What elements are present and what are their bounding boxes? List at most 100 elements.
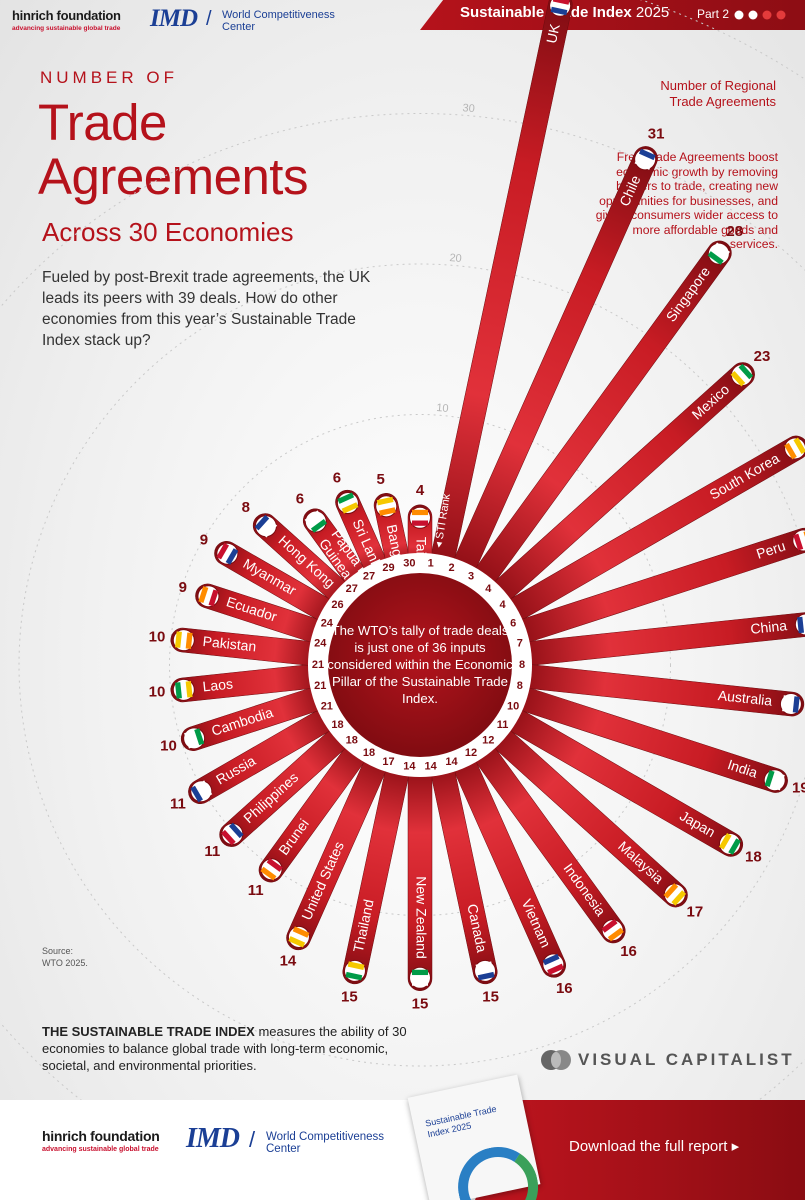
value-label-sri-lanka: 6 (333, 469, 341, 486)
value-label-ecuador: 9 (179, 579, 187, 596)
flag-singapore-icon (707, 242, 731, 265)
value-label-malaysia: 17 (687, 903, 704, 920)
title-line1: Trade (38, 94, 167, 151)
flag-bangladesh-icon (375, 495, 398, 518)
report-title-year: 2025 (635, 4, 670, 21)
flag-vietnam-icon (542, 953, 565, 976)
flag-malaysia-icon (663, 883, 687, 906)
bar-group-laos: 10 Laos (149, 664, 321, 703)
imd-text: World Competitiveness Center (222, 9, 335, 33)
value-label-cambodia: 10 (160, 738, 177, 755)
sti-rank-south-korea: 4 (499, 599, 506, 611)
sti-rank-vietnam: 12 (465, 747, 477, 759)
center-circle (328, 573, 512, 757)
thumb-title: Sustainable Trade Index 2025 (424, 1104, 500, 1141)
imd-line2: Center (222, 20, 256, 33)
value-label-singapore: 28 (726, 223, 743, 240)
source-value: WTO 2025. (42, 958, 88, 968)
visual-capitalist-logo: VISUAL CAPITALIST (578, 1050, 795, 1069)
country-label-laos: Laos (202, 675, 234, 694)
sti-rank-taiwan: 30 (403, 557, 415, 569)
sti-rank-china: 7 (517, 638, 523, 650)
flag-pakistan-icon (172, 629, 195, 652)
sti-rank-ecuador: 24 (314, 638, 327, 650)
flag-hong-kong-icon (254, 514, 278, 538)
flag-canada-icon (474, 959, 497, 982)
imd-slash: / (206, 8, 212, 30)
value-label-philippines: 11 (204, 843, 220, 860)
value-label-thailand: 15 (341, 988, 358, 1005)
sti-rank-papua-new-guinea: 27 (346, 583, 358, 595)
flag-japan-icon (718, 832, 741, 855)
sti-rank-chile: 2 (448, 562, 454, 574)
value-label-india: 19 (792, 780, 805, 797)
country-label-china: China (750, 617, 788, 637)
hinrich-tagline: advancing sustainable global trade (12, 25, 121, 32)
bar-group-new-zealand: 15 New Zealand (407, 764, 433, 1013)
bars-layer: 39UK31Chile28Singapore23Mexico23South Ko… (149, 0, 805, 1013)
flag-papua-new-guinea-icon (304, 510, 327, 533)
flag-new-zealand-icon (409, 966, 431, 989)
sti-rank-bangladesh: 29 (382, 562, 394, 574)
value-label-indonesia: 16 (620, 943, 637, 960)
country-label-uk: UK (543, 22, 563, 45)
flag-india-icon (763, 769, 786, 792)
download-report-link[interactable]: Download the full report ▸ (569, 1137, 739, 1155)
title-subtitle: Across 30 Economies (42, 217, 294, 247)
rta-axis-label: Number of Regional Trade Agreements (660, 78, 776, 109)
sti-rank-hong-kong: 26 (331, 599, 343, 611)
bottom-hinrich-tagline: advancing sustainable global trade (42, 1146, 159, 1153)
value-label-vietnam: 16 (556, 980, 573, 997)
sti-rank-singapore: 3 (468, 571, 474, 583)
value-label-japan: 18 (745, 848, 762, 865)
flag-chile-icon (634, 148, 657, 171)
sti-rank-sri-lanka: 27 (363, 571, 375, 583)
intro-text: Fueled by post-Brexit trade agreements, … (42, 269, 371, 349)
sti-rank-russia: 18 (331, 719, 343, 731)
flag-sri-lanka-icon (336, 492, 359, 515)
index-desc: measures the ability of 30 economies to … (42, 1024, 407, 1073)
flag-russia-icon (190, 780, 213, 803)
bottom-hinrich-logo: hinrich foundation (42, 1128, 160, 1144)
flag-cambodia-icon (183, 727, 206, 750)
sti-rank-canada: 14 (445, 756, 458, 768)
bar-group-australia: 19Australia (519, 664, 805, 717)
sti-rank-new-zealand: 14 (425, 760, 438, 772)
bottom-imd-slash: / (249, 1127, 256, 1152)
center-note: The WTO’s tally of trade deals is just o… (327, 623, 513, 706)
bar-group-pakistan: 10 Pakistan (149, 627, 321, 666)
flag-ecuador-icon (197, 585, 220, 608)
grid-ring-20: 20 (18, 252, 805, 1067)
value-label-laos: 10 (149, 684, 166, 701)
flag-myanmar-icon (216, 542, 239, 565)
index-name: THE SUSTAINABLE TRADE INDEX (42, 1024, 255, 1039)
sti-rank-cambodia: 21 (321, 700, 333, 712)
flag-thailand-icon (343, 959, 366, 982)
value-label-russia: 11 (170, 796, 186, 813)
imd-logo: IMD (150, 5, 198, 32)
sti-rank-indonesia: 12 (482, 735, 494, 747)
download-label: Download the full report (569, 1138, 728, 1155)
sti-rank-india: 8 (517, 680, 523, 692)
title-line2: Agreements (38, 148, 308, 205)
flag-indonesia-icon (601, 919, 624, 942)
hinrich-logo: hinrich foundation (12, 8, 121, 23)
value-label-brunei: 11 (248, 882, 264, 899)
sti-rank-uk: 1 (428, 557, 434, 569)
download-arrow-icon: ▸ (731, 1138, 740, 1155)
flag-brunei-icon (260, 858, 283, 881)
bottom-imd-text: World Competitiveness Center (266, 1131, 384, 1155)
flag-laos-icon (172, 678, 195, 701)
value-label-taiwan: 4 (416, 482, 425, 499)
bottom-imd-logo: IMD (186, 1123, 240, 1154)
value-label-canada: 15 (482, 988, 499, 1005)
imd-line1: World Competitiveness (222, 9, 335, 21)
value-label-united-states: 14 (280, 953, 297, 970)
sti-rank-united-states: 17 (382, 756, 394, 768)
